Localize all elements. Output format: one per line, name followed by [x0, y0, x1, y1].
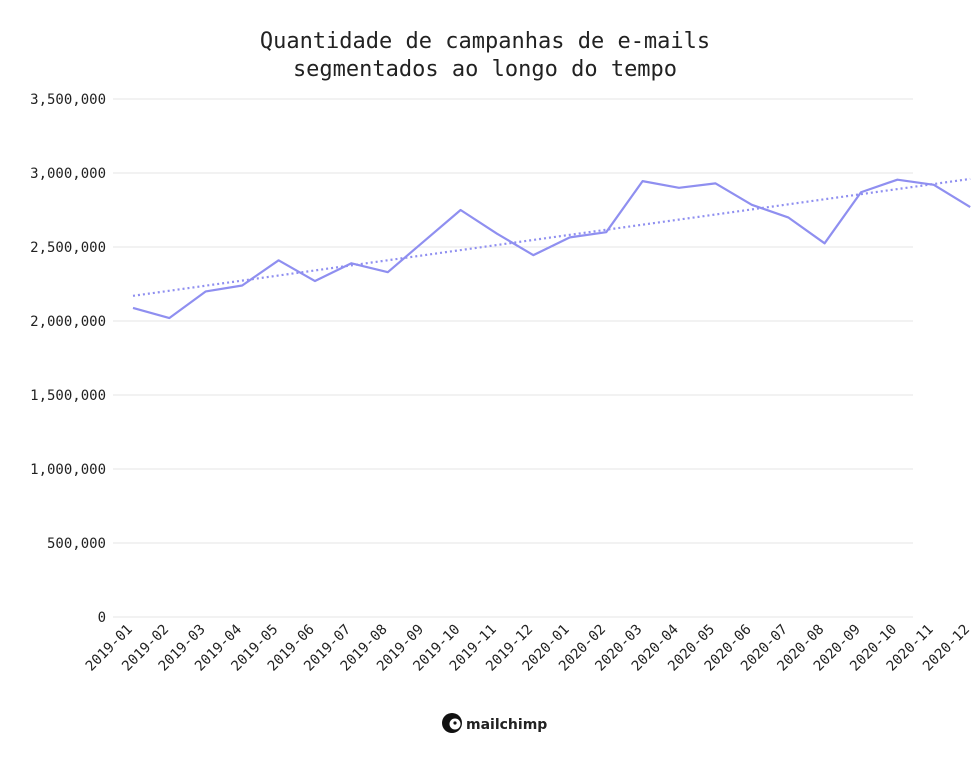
y-tick-label: 2,000,000 [30, 314, 106, 330]
y-tick-label: 0 [98, 610, 106, 626]
chart-title-line-1: Quantidade de campanhas de e-mails [260, 29, 710, 54]
y-tick-label: 3,000,000 [30, 166, 106, 182]
logo-text: mailchimp [466, 717, 547, 733]
y-tick-label: 500,000 [47, 536, 106, 552]
mailchimp-logo: mailchimp [442, 713, 547, 733]
chart-title-line-2: segmentados ao longo do tempo [293, 57, 677, 82]
y-tick-label: 3,500,000 [30, 92, 106, 108]
trend-line [132, 177, 971, 297]
freddie-icon [442, 713, 462, 733]
series-line [132, 178, 971, 320]
y-tick-label: 1,000,000 [30, 462, 106, 478]
y-tick-label: 1,500,000 [30, 388, 106, 404]
y-tick-label: 2,500,000 [30, 240, 106, 256]
